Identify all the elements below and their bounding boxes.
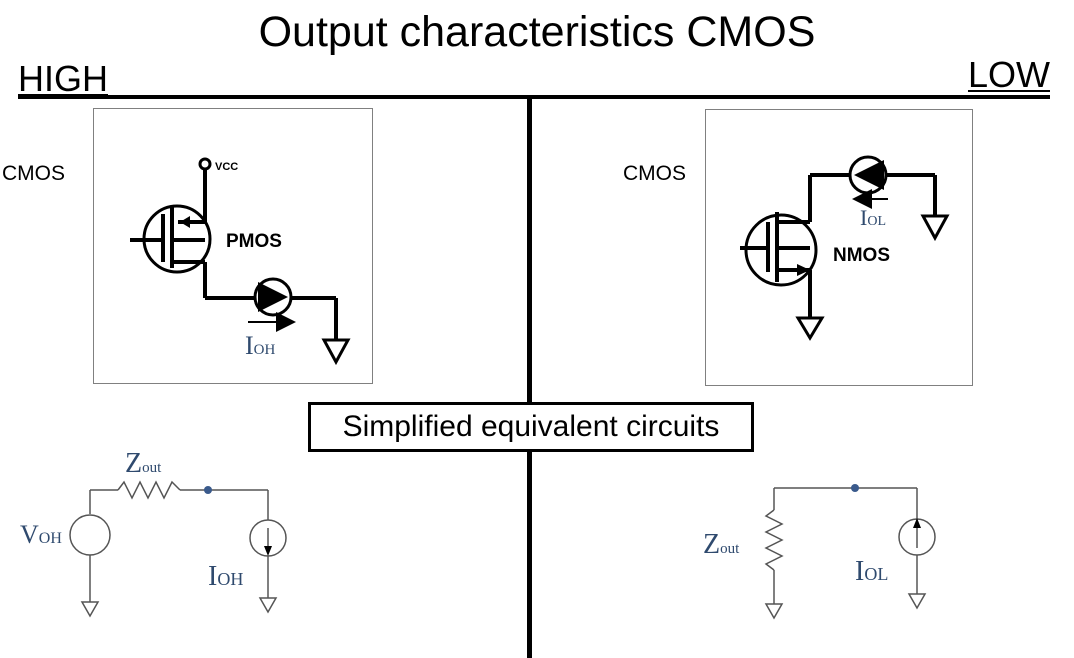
high-cmos-label: CMOS: [2, 162, 65, 185]
low-heading: LOW: [967, 54, 1050, 95]
eq-high-zout-label: Zout: [125, 448, 162, 479]
zout-resistor-icon: [117, 480, 181, 500]
voh-source-icon: [69, 514, 111, 556]
eq-low-node-icon: [851, 484, 859, 492]
pmos-circuit: [130, 157, 351, 366]
eq-iol-label: IOL: [855, 556, 888, 587]
ioh-label: IOH: [245, 331, 276, 360]
vcc-label: VCC: [215, 161, 238, 173]
vertical-divider: [527, 97, 532, 658]
simplified-equivalent-label: Simplified equivalent circuits: [308, 402, 754, 452]
voh-label: VOH: [20, 520, 62, 549]
eq-low-zout-ground-icon: [764, 603, 784, 620]
iol-label: IOL: [860, 205, 886, 230]
eq-low-zout-label: Zout: [703, 529, 740, 560]
eq-low-circuit: [764, 487, 936, 620]
eq-ioh-label: IOH: [208, 561, 243, 592]
eq-low-zout-resistor-icon: [764, 509, 784, 571]
high-heading: HIGH: [18, 58, 108, 99]
vcc-terminal-icon: [198, 157, 212, 171]
low-cmos-label: CMOS: [623, 162, 686, 185]
pmos-label: PMOS: [226, 231, 282, 252]
nmos-body-icon: [744, 213, 818, 287]
iol-ground-icon: [920, 214, 950, 242]
eq-high-circuit: [69, 480, 287, 618]
nmos-ground-icon: [795, 316, 825, 341]
ioh-eq-ground-icon: [258, 597, 278, 614]
iol-eq-ground-icon: [907, 593, 927, 610]
eq-high-node-icon: [204, 486, 212, 494]
pmos-ground-icon: [321, 338, 351, 366]
pmos-body-icon: [142, 204, 212, 274]
nmos-circuit: [740, 155, 950, 341]
ioh-current-source-icon: [253, 277, 293, 317]
nmos-label: NMOS: [833, 245, 890, 266]
pmos-circuit-box: [93, 108, 373, 384]
voh-ground-icon: [80, 601, 100, 618]
page-title: Output characteristics CMOS: [258, 8, 816, 56]
horizontal-divider: [18, 95, 1050, 99]
